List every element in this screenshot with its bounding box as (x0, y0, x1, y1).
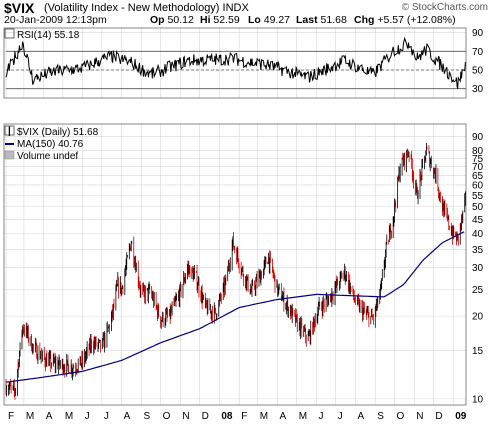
price-tick-label: 40 (472, 229, 484, 240)
price-tick-label: 20 (472, 312, 484, 323)
x-tick-label: 09 (455, 411, 467, 422)
x-tick-label: M (26, 411, 34, 422)
x-tick-label: M (260, 411, 268, 422)
price-tick-label: 70 (472, 162, 484, 173)
x-tick-label: A (280, 411, 287, 422)
rsi-tick-label: 30 (472, 84, 484, 95)
high-stat: Hi 52.59 (200, 14, 240, 26)
price-tick-label: 25 (472, 285, 484, 296)
x-tick-label: 08 (221, 411, 233, 422)
x-tick-label: A (357, 411, 364, 422)
last-value: 51.68 (320, 14, 347, 26)
price-legend-swatch: | (8, 126, 11, 137)
change-value: +5.57 (+12.08%) (377, 14, 456, 26)
price-grid (4, 124, 466, 405)
low-value: 49.27 (263, 14, 291, 26)
watermark: © StockCharts.com (401, 2, 488, 13)
x-tick-label: D (202, 411, 209, 422)
price-legend: $VIX (Daily) 51.68 (17, 127, 99, 138)
open-label: Op (150, 14, 165, 26)
price-tick-label: 60 (472, 180, 484, 191)
x-tick-label: J (85, 411, 90, 422)
ma-series-line (5, 231, 465, 383)
price-tick-label: 80 (472, 146, 484, 157)
x-tick-label: J (319, 411, 324, 422)
x-tick-label: D (435, 411, 442, 422)
x-tick-label: J (338, 411, 343, 422)
high-value: 52.59 (213, 14, 240, 26)
low-stat: Lo 49.27 (248, 14, 290, 26)
datetime: 20-Jan-2009 12:13pm (4, 14, 107, 26)
high-label: Hi (200, 14, 211, 26)
open-stat: Op 50.12 (150, 14, 194, 26)
rsi-tick-label: 50 (472, 66, 484, 77)
price-tick-label: 10 (472, 394, 484, 405)
price-tick-label: 35 (472, 245, 484, 256)
low-label: Lo (248, 14, 261, 26)
rsi-tick-label: 90 (472, 28, 484, 39)
x-tick-label: O (396, 411, 404, 422)
x-tick-label: J (104, 411, 109, 422)
rsi-legend: RSI(14) 55.18 (17, 30, 80, 41)
price-tick-label: 75 (472, 154, 484, 165)
x-tick-label: A (46, 411, 53, 422)
last-label: Last (296, 14, 318, 26)
x-tick-label: F (8, 411, 14, 422)
x-tick-label: M (65, 411, 73, 422)
last-stat: Last 51.68 (296, 14, 347, 26)
change-stat: Chg +5.57 (+12.08%) (354, 14, 456, 26)
volume-legend-swatch (4, 150, 15, 160)
x-tick-label: O (163, 411, 171, 422)
rsi-panel-frame (3, 27, 467, 99)
x-tick-label: S (377, 411, 384, 422)
volume-legend: Volume undef (17, 151, 78, 162)
open-value: 50.12 (167, 14, 194, 26)
chart-description: (Volatility Index - New Methodology) IND… (44, 2, 249, 14)
rsi-series-line (5, 36, 466, 89)
rsi-legend-box (4, 28, 15, 39)
x-tick-label: A (124, 411, 131, 422)
x-tick-label: N (182, 411, 189, 422)
price-tick-label: 30 (472, 263, 484, 274)
price-tick-label: 90 (472, 132, 484, 143)
price-panel-frame (3, 123, 467, 406)
x-tick-label: F (241, 411, 247, 422)
price-legend-box (4, 125, 15, 136)
x-tick-label: N (416, 411, 423, 422)
x-tick-label: S (143, 411, 150, 422)
x-tick-label: M (299, 411, 307, 422)
chart-symbol: $VIX (4, 0, 35, 16)
change-label: Chg (354, 14, 375, 26)
description-text: (Volatility Index - New Methodology) (44, 2, 220, 14)
price-bars (5, 142, 466, 400)
x-axis-labels: F M A M J J A S O N D 08 F M A M J J A S O N D 09 (8, 411, 467, 422)
price-tick-label: 50 (472, 202, 484, 213)
rsi-tick-label: 70 (472, 47, 484, 58)
exchange-text: INDX (222, 2, 249, 14)
rsi-levels (6, 50, 466, 90)
price-tick-label: 15 (472, 346, 484, 357)
ma-legend: MA(150) 40.76 (17, 139, 84, 150)
rsi-tick-labels: 90 70 50 30 (472, 28, 484, 95)
price-tick-label: 55 (472, 191, 484, 202)
price-tick-label: 65 (472, 171, 484, 182)
price-tick-label: 45 (472, 215, 484, 226)
